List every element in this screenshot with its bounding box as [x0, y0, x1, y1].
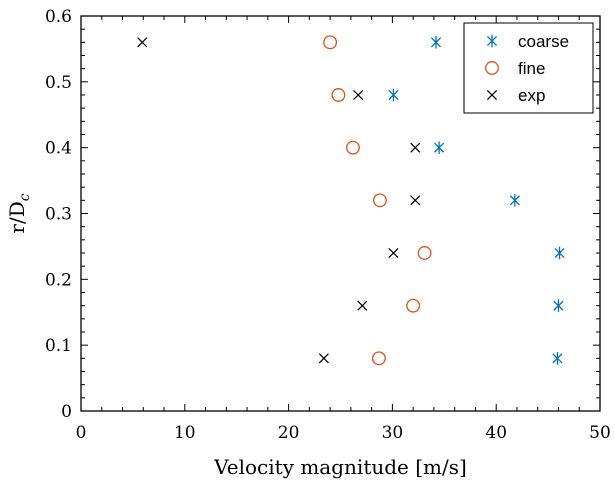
coarse-point [553, 299, 564, 312]
plot-frame [80, 15, 601, 412]
data-markers [137, 35, 565, 366]
exp-point [357, 300, 368, 311]
legend-label-exp: exp [518, 86, 545, 105]
y-axis-label-subscript: c [17, 193, 33, 201]
y-tick-label: 0.6 [45, 7, 72, 27]
coarse-point [554, 246, 565, 260]
legend-marker-fine [485, 61, 499, 75]
y-tick-label: 0.1 [45, 336, 72, 356]
fine-point [371, 351, 386, 366]
x-tick-label: 10 [174, 423, 196, 443]
exp-point [137, 37, 148, 48]
legend-entry-exp: exp [486, 86, 545, 105]
legend-entry-coarse: coarse [486, 32, 569, 51]
y-axis-label: r/Dc [5, 193, 33, 233]
exp-point [410, 195, 421, 206]
axis-ticks [80, 15, 601, 412]
legend-label-coarse: coarse [518, 32, 569, 51]
y-tick-label: 0.4 [45, 139, 72, 159]
exp-point [353, 89, 364, 101]
x-axis-label: Velocity magnitude [m/s] [213, 455, 467, 479]
y-tick-label: 0.2 [45, 270, 72, 290]
x-tick-label: 40 [485, 423, 507, 443]
coarse-point [434, 141, 445, 154]
y-axis-label-main: r/D [5, 201, 29, 233]
coarse-point [552, 352, 563, 365]
fine-point [372, 193, 387, 208]
x-tick-label: 50 [589, 423, 611, 443]
legend-marker-exp [486, 89, 498, 101]
tick-labels: 0 10 20 30 40 50 0 0.1 0.2 0.3 0.4 0.5 0.6 [45, 7, 611, 443]
fine-point [417, 246, 432, 260]
fine-point [331, 88, 346, 102]
y-tick-label: 0 [61, 402, 72, 422]
x-tick-label: 20 [278, 423, 300, 443]
coarse-point [388, 88, 399, 102]
legend-entry-fine: fine [485, 59, 545, 78]
legend-marker-coarse [486, 34, 498, 48]
y-tick-label: 0.3 [45, 205, 72, 225]
coarse-point [430, 36, 442, 49]
legend-label-fine: fine [518, 59, 545, 78]
legend: coarse fine exp [463, 22, 594, 114]
x-tick-label: 0 [76, 423, 87, 443]
coarse-point [509, 194, 520, 207]
exp-point [388, 247, 399, 259]
fine-point [346, 140, 360, 155]
y-tick-label: 0.5 [45, 73, 72, 93]
fine-point [406, 298, 421, 313]
x-tick-label: 30 [382, 423, 404, 443]
fine-point [323, 35, 338, 50]
exp-point [410, 142, 421, 153]
exp-point [318, 353, 329, 364]
